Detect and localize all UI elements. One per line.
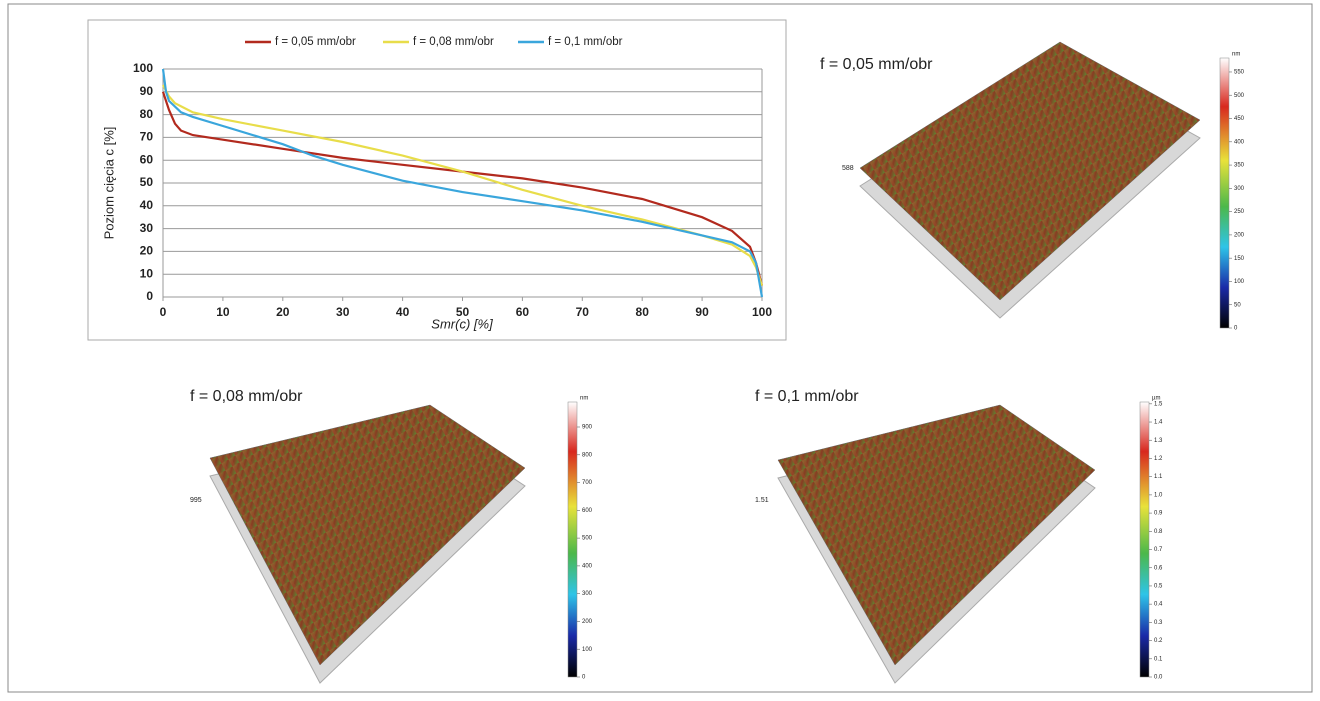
- colorbar-tick-label: 400: [1234, 139, 1245, 145]
- x-tick-label: 40: [396, 305, 410, 319]
- colorbar-tick-label: 0.5: [1154, 584, 1163, 590]
- colorbar-tick-label: 300: [1234, 186, 1245, 192]
- chart-box: [87, 19, 787, 341]
- colorbar-tick-label: 150: [1234, 256, 1245, 262]
- colorbar-unit: nm: [1232, 52, 1240, 58]
- colorbar-tick-label: 500: [1234, 93, 1245, 99]
- colorbar-tick-label: 0: [1234, 326, 1238, 332]
- colorbar: [1139, 401, 1150, 678]
- colorbar-tick-label: 550: [1234, 70, 1245, 76]
- colorbar-tick-label: 100: [582, 647, 593, 653]
- colorbar-tick-label: 350: [1234, 163, 1245, 169]
- colorbar-tick-label: 1.4: [1154, 420, 1163, 426]
- surface: [859, 41, 1201, 301]
- colorbar-tick-label: 200: [1234, 232, 1245, 238]
- surface: [777, 404, 1096, 666]
- surface-title: f = 0,05 mm/obr: [820, 56, 933, 73]
- legend-label: f = 0,1 mm/obr: [548, 36, 623, 48]
- y-tick-label: 100: [133, 61, 153, 75]
- colorbar-tick-label: 0.4: [1154, 602, 1163, 608]
- y-tick-label: 60: [140, 152, 154, 166]
- x-tick-label: 90: [695, 305, 709, 319]
- colorbar-tick-label: 1.2: [1154, 456, 1163, 462]
- colorbar-tick-label: 0.6: [1154, 565, 1163, 571]
- colorbar-tick-label: 0: [582, 675, 586, 681]
- colorbar-tick-label: 700: [582, 480, 593, 486]
- y-tick-label: 40: [140, 198, 154, 212]
- x-axis-label: Smr(c) [%]: [431, 316, 493, 331]
- colorbar: [1219, 57, 1230, 329]
- colorbar-unit: nm: [580, 396, 588, 402]
- surface-title: f = 0,08 mm/obr: [190, 388, 303, 405]
- colorbar-tick-label: 0.2: [1154, 638, 1163, 644]
- y-tick-label: 30: [140, 221, 154, 235]
- legend-label: f = 0,08 mm/obr: [413, 36, 494, 48]
- y-tick-label: 90: [140, 84, 154, 98]
- z-max-label: 995: [190, 497, 202, 504]
- x-tick-label: 70: [576, 305, 590, 319]
- data-line: [161, 68, 764, 298]
- surface: [209, 404, 526, 666]
- colorbar-tick-label: 450: [1234, 116, 1245, 122]
- colorbar-tick-label: 1.5: [1154, 401, 1163, 407]
- colorbar-tick-label: 300: [582, 591, 593, 597]
- x-tick-label: 60: [516, 305, 530, 319]
- colorbar-tick-label: 800: [582, 452, 593, 458]
- colorbar: [567, 401, 578, 678]
- surface-title: f = 0,1 mm/obr: [755, 388, 859, 405]
- y-tick-label: 0: [146, 289, 153, 303]
- y-tick-label: 80: [140, 107, 154, 121]
- x-tick-label: 20: [276, 305, 290, 319]
- colorbar-tick-label: 400: [582, 563, 593, 569]
- colorbar-tick-label: 0.8: [1154, 529, 1163, 535]
- y-axis-label: Poziom cięcia c [%]: [101, 127, 116, 240]
- colorbar-tick-label: 0.0: [1154, 675, 1163, 681]
- colorbar-tick-label: 0.1: [1154, 656, 1163, 662]
- colorbar-tick-label: 1.3: [1154, 438, 1163, 444]
- z-max-label: 588: [842, 165, 854, 172]
- colorbar-tick-label: 900: [582, 425, 593, 431]
- colorbar-tick-label: 500: [582, 536, 593, 542]
- x-tick-label: 0: [160, 305, 167, 319]
- data-line: [161, 91, 764, 286]
- y-tick-label: 20: [140, 244, 154, 258]
- colorbar-tick-label: 0.7: [1154, 547, 1163, 553]
- colorbar-tick-label: 50: [1234, 302, 1241, 308]
- x-tick-label: 50: [456, 305, 470, 319]
- colorbar-tick-label: 0.9: [1154, 511, 1163, 517]
- x-tick-label: 80: [636, 305, 650, 319]
- colorbar-tick-label: 1.1: [1154, 474, 1163, 480]
- colorbar-unit: µm: [1152, 396, 1160, 402]
- colorbar-tick-label: 200: [582, 619, 593, 625]
- x-tick-label: 100: [752, 305, 772, 319]
- y-tick-label: 50: [140, 175, 154, 189]
- colorbar-tick-label: 600: [582, 508, 593, 514]
- y-tick-label: 70: [140, 130, 154, 144]
- colorbar-tick-label: 1.0: [1154, 492, 1163, 498]
- legend-label: f = 0,05 mm/obr: [275, 36, 356, 48]
- data-line: [162, 84, 764, 286]
- z-max-label: 1.51: [755, 497, 769, 504]
- frame: [7, 3, 1313, 693]
- x-tick-label: 10: [216, 305, 230, 319]
- colorbar-tick-label: 0.3: [1154, 620, 1163, 626]
- colorbar-tick-label: 100: [1234, 279, 1245, 285]
- colorbar-tick-label: 250: [1234, 209, 1245, 215]
- x-tick-label: 30: [336, 305, 350, 319]
- y-tick-label: 10: [140, 266, 154, 280]
